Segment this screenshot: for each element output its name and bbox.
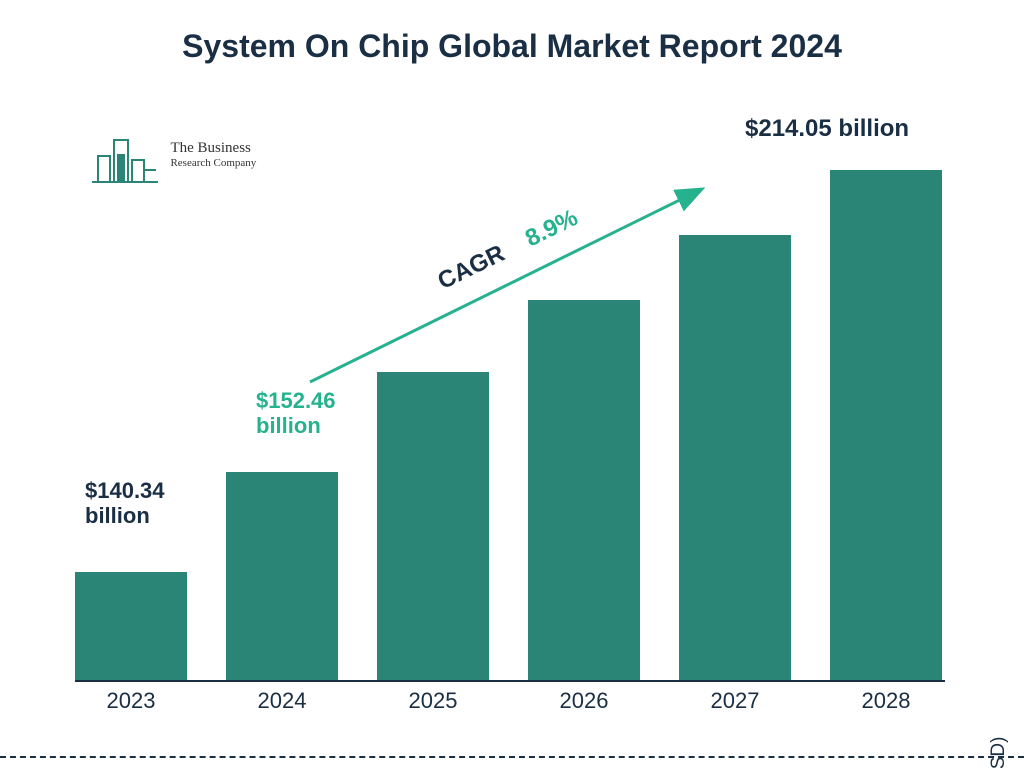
bar-2023 [75,572,187,680]
x-label-2023: 2023 [75,688,187,714]
y-axis-text: Market Size (in billions of USD) [988,737,1009,768]
value-label-2028: $214.05 billion [745,115,909,143]
chart-area [75,110,945,680]
x-label-2025: 2025 [377,688,489,714]
value-label-2024: $152.46 billion [256,388,336,439]
bar-2025 [377,372,489,680]
x-axis-line [75,680,945,682]
bar-2026 [528,300,640,680]
y-axis-label: Market Size (in billions of USD) [988,658,1010,768]
value-2023-line1: $140.34 [85,478,165,503]
value-2024-line2: billion [256,413,336,438]
x-label-2028: 2028 [830,688,942,714]
x-label-2024: 2024 [226,688,338,714]
value-2028-line1: $214.05 billion [745,115,909,142]
footer-divider [0,756,1024,758]
bar-2028 [830,170,942,680]
value-label-2023: $140.34 billion [85,478,165,529]
x-label-2027: 2027 [679,688,791,714]
chart-title: System On Chip Global Market Report 2024 [0,28,1024,65]
value-2024-line1: $152.46 [256,388,336,413]
value-2023-line2: billion [85,503,165,528]
x-label-2026: 2026 [528,688,640,714]
bar-2024 [226,472,338,680]
bar-2027 [679,235,791,680]
chart-container: System On Chip Global Market Report 2024… [0,0,1024,768]
title-text: System On Chip Global Market Report 2024 [182,28,842,64]
